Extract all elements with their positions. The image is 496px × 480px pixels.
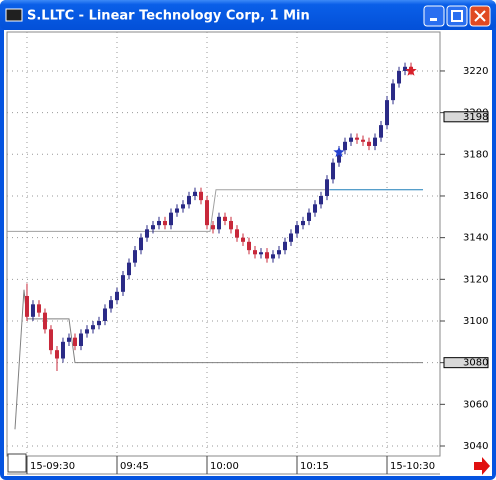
candle-body bbox=[54, 350, 59, 359]
y-tick-label: 3100 bbox=[463, 316, 488, 327]
scroll-arrow[interactable] bbox=[474, 457, 490, 475]
candle-body bbox=[216, 216, 221, 230]
minimize-button[interactable] bbox=[423, 5, 445, 27]
maximize-icon bbox=[451, 10, 463, 22]
y-tick-label: 3180 bbox=[463, 149, 488, 160]
candle-body bbox=[403, 66, 408, 71]
y-tick-label: 3160 bbox=[463, 191, 488, 202]
candle-body bbox=[259, 252, 264, 255]
candle-body bbox=[277, 250, 282, 255]
plot-frame bbox=[6, 31, 441, 457]
y-tick-label: 3140 bbox=[463, 233, 488, 244]
candle-body bbox=[265, 252, 270, 259]
x-tick-label: 15-10:30 bbox=[390, 461, 435, 472]
candle-body bbox=[289, 233, 294, 242]
reference-line bbox=[7, 189, 331, 232]
candle-body bbox=[90, 325, 95, 330]
candle-body bbox=[120, 275, 125, 292]
candle-body bbox=[84, 329, 89, 334]
candle-body bbox=[132, 250, 137, 263]
candle-body bbox=[174, 208, 179, 213]
candle-body bbox=[223, 216, 228, 221]
price-flag-label: 3080 bbox=[463, 358, 488, 369]
candle-body bbox=[271, 254, 276, 259]
x-tick-label: 10:00 bbox=[210, 461, 239, 472]
candle-body bbox=[156, 220, 161, 226]
candle-body bbox=[162, 220, 167, 226]
maximize-button[interactable] bbox=[446, 5, 468, 27]
plot: 3040306030803100312031403160318032003220… bbox=[7, 32, 489, 474]
candle-body bbox=[96, 320, 101, 326]
candle-body bbox=[138, 237, 143, 251]
candle-body bbox=[325, 179, 330, 196]
candle-body bbox=[355, 137, 360, 140]
reference-line bbox=[14, 289, 424, 430]
y-tick-label: 3220 bbox=[463, 66, 488, 77]
candle-body bbox=[379, 125, 384, 138]
candle-body bbox=[301, 220, 306, 226]
candle-body bbox=[66, 337, 71, 342]
candle-body bbox=[391, 83, 396, 101]
candle-body bbox=[253, 250, 258, 255]
candle-body bbox=[331, 162, 336, 180]
candle-body bbox=[36, 304, 41, 313]
candle-body bbox=[150, 225, 155, 230]
candle-body bbox=[186, 195, 191, 205]
candle-body bbox=[168, 212, 173, 226]
window-title: S.LLTC - Linear Technology Corp, 1 Min bbox=[27, 9, 310, 24]
candle-body bbox=[192, 191, 197, 196]
candle-body bbox=[349, 137, 354, 142]
candle-body bbox=[283, 241, 288, 251]
candle-body bbox=[367, 141, 372, 146]
app-icon bbox=[5, 8, 23, 22]
candle-body bbox=[343, 141, 348, 151]
close-icon bbox=[474, 10, 486, 22]
star-marker bbox=[405, 65, 417, 76]
candle-body bbox=[24, 295, 29, 317]
candle-body bbox=[373, 137, 378, 146]
candle-body bbox=[319, 195, 324, 205]
x-tick-label: 09:45 bbox=[120, 461, 149, 472]
minimize-icon bbox=[430, 18, 437, 21]
candle-body bbox=[313, 204, 318, 213]
y-tick-label: 3040 bbox=[463, 441, 488, 452]
star-marker bbox=[333, 146, 345, 158]
candle-body bbox=[78, 333, 83, 346]
corner-box[interactable] bbox=[7, 453, 27, 473]
price-flag-box bbox=[443, 357, 489, 369]
candle-body bbox=[126, 262, 131, 276]
x-tick-label: 15-09:30 bbox=[30, 461, 75, 472]
candle-body bbox=[307, 212, 312, 221]
candle-body bbox=[114, 291, 119, 301]
candle-body bbox=[210, 225, 215, 230]
price-flag-box bbox=[443, 111, 489, 123]
price-flag-label: 3198 bbox=[463, 112, 488, 123]
candle-body bbox=[180, 204, 185, 209]
candle-body bbox=[337, 150, 342, 163]
candle-body bbox=[48, 329, 53, 351]
y-tick-label: 3060 bbox=[463, 399, 488, 410]
candle-body bbox=[102, 308, 107, 321]
candle-body bbox=[204, 200, 209, 226]
x-tick-label: 10:15 bbox=[300, 461, 329, 472]
candle-body bbox=[295, 225, 300, 234]
candle-body bbox=[229, 220, 234, 230]
candle-body bbox=[385, 100, 390, 126]
candle-body bbox=[42, 312, 47, 330]
candle-body bbox=[247, 241, 252, 251]
y-tick-label: 3120 bbox=[463, 274, 488, 285]
candle-body bbox=[30, 304, 35, 317]
candle-body bbox=[361, 139, 366, 142]
candle-body bbox=[144, 229, 149, 238]
candle-body bbox=[60, 341, 65, 359]
candle-body bbox=[108, 300, 113, 309]
candle-body bbox=[235, 229, 240, 238]
candle-body bbox=[397, 70, 402, 84]
title-bar bbox=[0, 0, 496, 30]
client-area bbox=[4, 30, 492, 476]
candle-body bbox=[198, 191, 203, 201]
candle-body bbox=[241, 237, 246, 242]
candle-body bbox=[72, 337, 77, 346]
